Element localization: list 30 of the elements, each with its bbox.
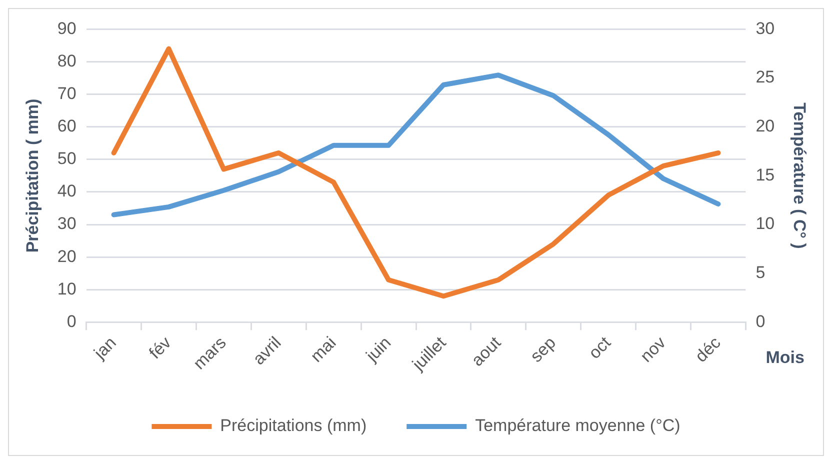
y-tick-label: 90 — [57, 18, 76, 38]
y-tick-label: 10 — [57, 279, 76, 298]
x-tick-label: sep — [526, 333, 560, 366]
legend-label: Température moyenne (°C) — [475, 416, 680, 436]
y-tick-label: 20 — [57, 246, 76, 266]
x-tick-label: déc — [692, 332, 725, 366]
y-tick-label: 30 — [57, 214, 76, 234]
y2-tick-label: 25 — [756, 68, 775, 87]
y2-tick-label: 30 — [756, 18, 775, 38]
y-axis-title: Précipitation ( mm) — [22, 98, 42, 253]
x-tick-label: nov — [636, 332, 670, 366]
x-tick-label: jan — [90, 333, 120, 364]
y-tick-label: 80 — [57, 51, 76, 70]
y2-tick-label: 5 — [756, 263, 766, 282]
x-axis-title: Mois — [766, 348, 804, 367]
y2-axis-title: Température ( C° ) — [790, 102, 810, 249]
x-tick-label: oct — [584, 332, 615, 363]
y-tick-label: 40 — [57, 182, 76, 201]
y-tick-label: 50 — [57, 149, 76, 168]
x-tick-label: juin — [362, 333, 395, 366]
y2-tick-label: 15 — [756, 165, 775, 184]
x-tick-label: mai — [306, 333, 340, 366]
y2-tick-label: 10 — [756, 214, 775, 234]
y-tick-label: 60 — [57, 116, 76, 136]
y2-tick-label: 0 — [756, 312, 766, 331]
x-tick-label: fév — [145, 332, 176, 363]
legend-label: Précipitations (mm) — [220, 416, 367, 436]
y2-tick-label: 20 — [756, 116, 775, 136]
y-tick-label: 70 — [57, 84, 76, 103]
y-tick-label: 0 — [66, 312, 76, 331]
